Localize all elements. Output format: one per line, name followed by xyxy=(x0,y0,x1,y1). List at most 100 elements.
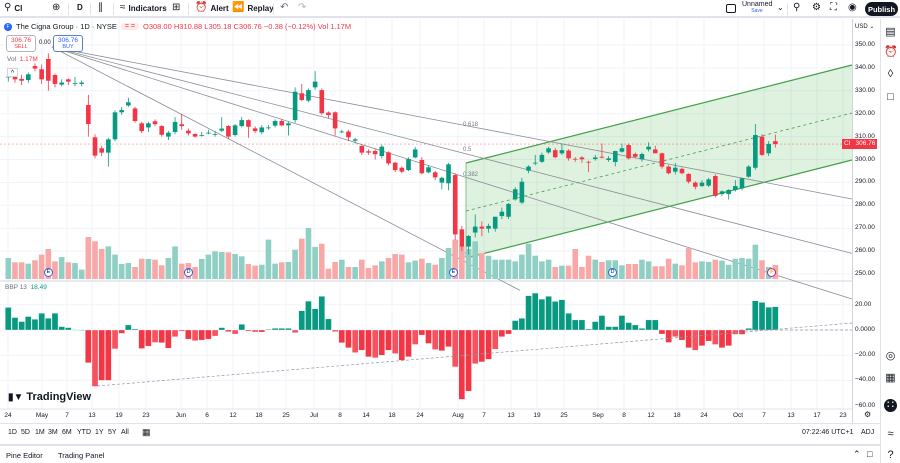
tab-pine-editor[interactable]: Pine Editor xyxy=(6,451,43,460)
bbp-bar xyxy=(718,329,726,348)
bbp-bar xyxy=(231,329,239,335)
layout-icon[interactable] xyxy=(726,4,736,13)
range-button-5d[interactable]: 5D xyxy=(21,429,30,436)
volume-bar xyxy=(492,259,499,279)
candle-body xyxy=(506,203,511,217)
bbp-bar xyxy=(338,329,345,343)
dividend-marker[interactable]: D xyxy=(184,268,193,277)
volume-bar xyxy=(465,249,472,279)
price-axis-label: 260.00 xyxy=(855,247,875,255)
quick-search-button[interactable]: ⚲ xyxy=(793,3,800,13)
price-axis-label: 350.00 xyxy=(855,41,875,48)
fullscreen-button[interactable]: ⛶ xyxy=(830,3,837,13)
clock[interactable]: 07:22:46 UTC+1 xyxy=(802,429,854,436)
chart-type-button[interactable]: ∥ xyxy=(98,3,103,13)
layout-name-button[interactable]: Unnamed Save xyxy=(742,1,773,14)
apps-grid-icon[interactable]: ∷ xyxy=(884,399,897,412)
publish-button[interactable]: Publish xyxy=(865,2,898,16)
bbp-bar xyxy=(285,328,292,331)
volume-bar xyxy=(292,249,298,279)
bbp-bar xyxy=(458,329,466,400)
templates-button[interactable]: ⊞ xyxy=(172,3,180,13)
sell-button[interactable]: 306.76 SELL xyxy=(6,35,36,52)
range-button-ytd[interactable]: YTD xyxy=(77,429,91,436)
tab-trading-panel[interactable]: Trading Panel xyxy=(58,451,105,460)
undo-button[interactable]: ↶ xyxy=(280,3,288,13)
indicators-button[interactable]: ≈ Indicators xyxy=(120,2,167,13)
replay-button[interactable]: ⏪ Replay xyxy=(232,2,274,13)
news-flash-marker[interactable]: ⚡ xyxy=(767,268,776,277)
current-price-label: CI 306.76 xyxy=(842,139,878,149)
settings-button[interactable]: ⚙ xyxy=(812,3,821,13)
volume-bar xyxy=(625,264,632,279)
candle-body xyxy=(586,161,591,163)
bbp-bar xyxy=(558,299,566,331)
chat-icon[interactable]: □ xyxy=(887,91,894,103)
dividend-marker[interactable]: D xyxy=(608,268,617,277)
bbp-bar xyxy=(572,319,579,331)
snapshot-button[interactable]: ◉ xyxy=(848,3,857,13)
bbp-bar xyxy=(225,329,232,332)
range-button-5y[interactable]: 5Y xyxy=(108,429,117,436)
alarm-clock-icon[interactable]: ⏰ xyxy=(884,46,898,58)
target-icon[interactable]: ◎ xyxy=(885,350,896,362)
bbp-bar xyxy=(131,328,139,331)
collapse-legend-button[interactable]: ^ xyxy=(7,68,18,77)
range-button-1y[interactable]: 1Y xyxy=(95,429,104,436)
interval-button[interactable]: D xyxy=(77,3,83,12)
volume-bar xyxy=(272,263,278,279)
symbol-search-button[interactable]: ⚲ CI xyxy=(4,2,23,13)
indicator-legend[interactable]: BBP 13 18.49 xyxy=(5,284,47,291)
time-axis-label: 18 xyxy=(673,412,681,419)
earnings-marker[interactable]: E xyxy=(44,268,53,277)
layers-icon[interactable]: ◊ xyxy=(887,68,894,80)
volume-bar xyxy=(198,258,205,279)
bbp-bar xyxy=(205,329,212,340)
chevron-up-icon[interactable]: ⌃ xyxy=(853,449,861,459)
chevron-down-icon[interactable]: ⌄ xyxy=(777,3,784,12)
range-button-6m[interactable]: 6M xyxy=(62,429,72,436)
symbol-title[interactable]: The Cigna Group · 1D · NYSE xyxy=(16,22,117,31)
range-button-1d[interactable]: 1D xyxy=(8,429,17,436)
volume-bar xyxy=(38,254,45,279)
candle-body xyxy=(39,69,44,80)
go-to-date-calendar-icon[interactable]: ▦ xyxy=(142,427,151,437)
bbp-bar xyxy=(518,318,526,331)
candle-body xyxy=(733,186,738,190)
time-axis-label: 18 xyxy=(255,412,263,419)
volume-bar xyxy=(332,261,338,279)
buy-button[interactable]: 306.76 BUY xyxy=(53,35,83,52)
maximize-icon[interactable]: □ xyxy=(867,449,873,459)
candle-body xyxy=(512,189,518,200)
bbp-bar xyxy=(371,329,379,358)
help-icon[interactable]: ? xyxy=(887,449,894,461)
volume-bar xyxy=(192,267,198,279)
bbp-bar xyxy=(712,329,719,345)
compare-symbol-button[interactable]: ⊕ xyxy=(52,3,60,13)
watchlist-icon[interactable]: ▤ xyxy=(885,26,896,38)
bbp-axis-label: −40.00 xyxy=(855,376,876,384)
adjust-button[interactable]: ADJ xyxy=(861,429,875,436)
range-button-1m[interactable]: 1M xyxy=(35,429,45,436)
time-axis-label: 12 xyxy=(647,412,655,419)
price-axis[interactable] xyxy=(852,19,880,423)
volume-bar xyxy=(359,259,365,279)
redo-button[interactable]: ↷ xyxy=(298,3,306,13)
currency-select[interactable]: USD ⌄ xyxy=(853,22,875,33)
time-axis-label: 6 xyxy=(205,412,209,419)
alert-button[interactable]: ⏰ Alert xyxy=(195,2,229,13)
candle-body xyxy=(6,76,11,78)
axis-settings-icon[interactable]: ⚙ xyxy=(864,410,872,419)
earnings-marker[interactable]: E xyxy=(449,268,458,277)
range-button-3m[interactable]: 3M xyxy=(48,429,58,436)
calendar-icon[interactable]: ▦ xyxy=(885,372,896,384)
range-button-all[interactable]: All xyxy=(121,429,129,436)
volume-bar xyxy=(539,261,545,279)
bbp-bar xyxy=(51,313,59,331)
legend-toggle[interactable]: = = xyxy=(120,23,139,30)
candle-body xyxy=(66,79,71,82)
price-axis-label: 310.00 xyxy=(855,132,875,140)
signal-icon[interactable]: ≈ xyxy=(887,428,894,440)
candle-body xyxy=(486,225,491,229)
